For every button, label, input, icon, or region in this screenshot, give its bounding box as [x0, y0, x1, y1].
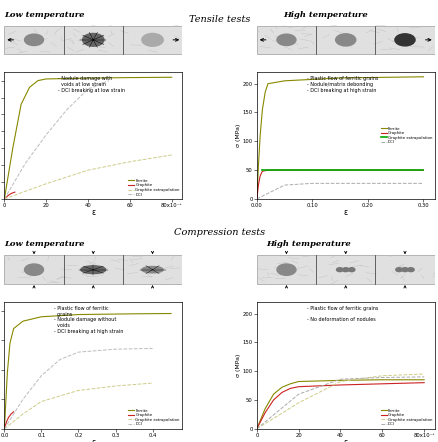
Bar [256, 26, 434, 54]
X-axis label: ε: ε [343, 438, 347, 442]
Circle shape [342, 268, 348, 272]
Bar [4, 26, 182, 54]
X-axis label: ε: ε [91, 208, 95, 217]
Circle shape [276, 264, 295, 275]
Circle shape [395, 268, 401, 272]
Circle shape [335, 34, 355, 46]
Legend: Ferrite, Graphite, Graphite extrapolation, DCI: Ferrite, Graphite, Graphite extrapolatio… [127, 408, 180, 427]
Circle shape [25, 264, 43, 275]
Text: Low temperature: Low temperature [4, 11, 85, 19]
Text: - Plastic flow of ferritic
  grains
- Nodule damage without
  voids
- DCI breaki: - Plastic flow of ferritic grains - Nodu… [54, 306, 123, 334]
Legend: Ferrite, Graphite, Graphite extrapolation, DCI: Ferrite, Graphite, Graphite extrapolatio… [127, 179, 180, 197]
Bar [4, 255, 182, 284]
Legend: Ferrite, Graphite, Graphite extrapolation, DCI: Ferrite, Graphite, Graphite extrapolatio… [379, 126, 432, 145]
Text: - Nodule damage with
  voids at low strain
- DCI breaking at low strain: - Nodule damage with voids at low strain… [57, 76, 124, 92]
Circle shape [141, 34, 163, 46]
Text: Tensile tests: Tensile tests [188, 15, 250, 24]
Legend: Ferrite, Graphite, Graphite extrapolation, DCI: Ferrite, Graphite, Graphite extrapolatio… [379, 408, 432, 427]
X-axis label: ε: ε [91, 438, 95, 442]
X-axis label: ε: ε [343, 208, 347, 217]
Circle shape [25, 34, 43, 46]
Y-axis label: σ (MPa): σ (MPa) [236, 354, 240, 377]
Text: High temperature: High temperature [265, 240, 350, 248]
Text: High temperature: High temperature [283, 11, 367, 19]
Text: Compression tests: Compression tests [173, 228, 265, 236]
Circle shape [407, 268, 413, 272]
Text: - Plastic flow of ferritic grains
- Nodule/matrix debonding
- DCI breaking at hi: - Plastic flow of ferritic grains - Nodu… [306, 76, 377, 92]
Ellipse shape [81, 266, 106, 274]
Circle shape [348, 268, 354, 272]
Circle shape [336, 268, 342, 272]
Bar [256, 255, 434, 284]
Circle shape [276, 34, 295, 46]
Circle shape [394, 34, 414, 46]
Text: - Plastic flow of ferritic grains

- No deformation of nodules: - Plastic flow of ferritic grains - No d… [306, 306, 377, 322]
Circle shape [401, 268, 407, 272]
Text: Low temperature: Low temperature [4, 240, 85, 248]
Circle shape [82, 34, 104, 46]
Ellipse shape [141, 267, 163, 273]
Y-axis label: σ (MPa): σ (MPa) [236, 124, 240, 147]
